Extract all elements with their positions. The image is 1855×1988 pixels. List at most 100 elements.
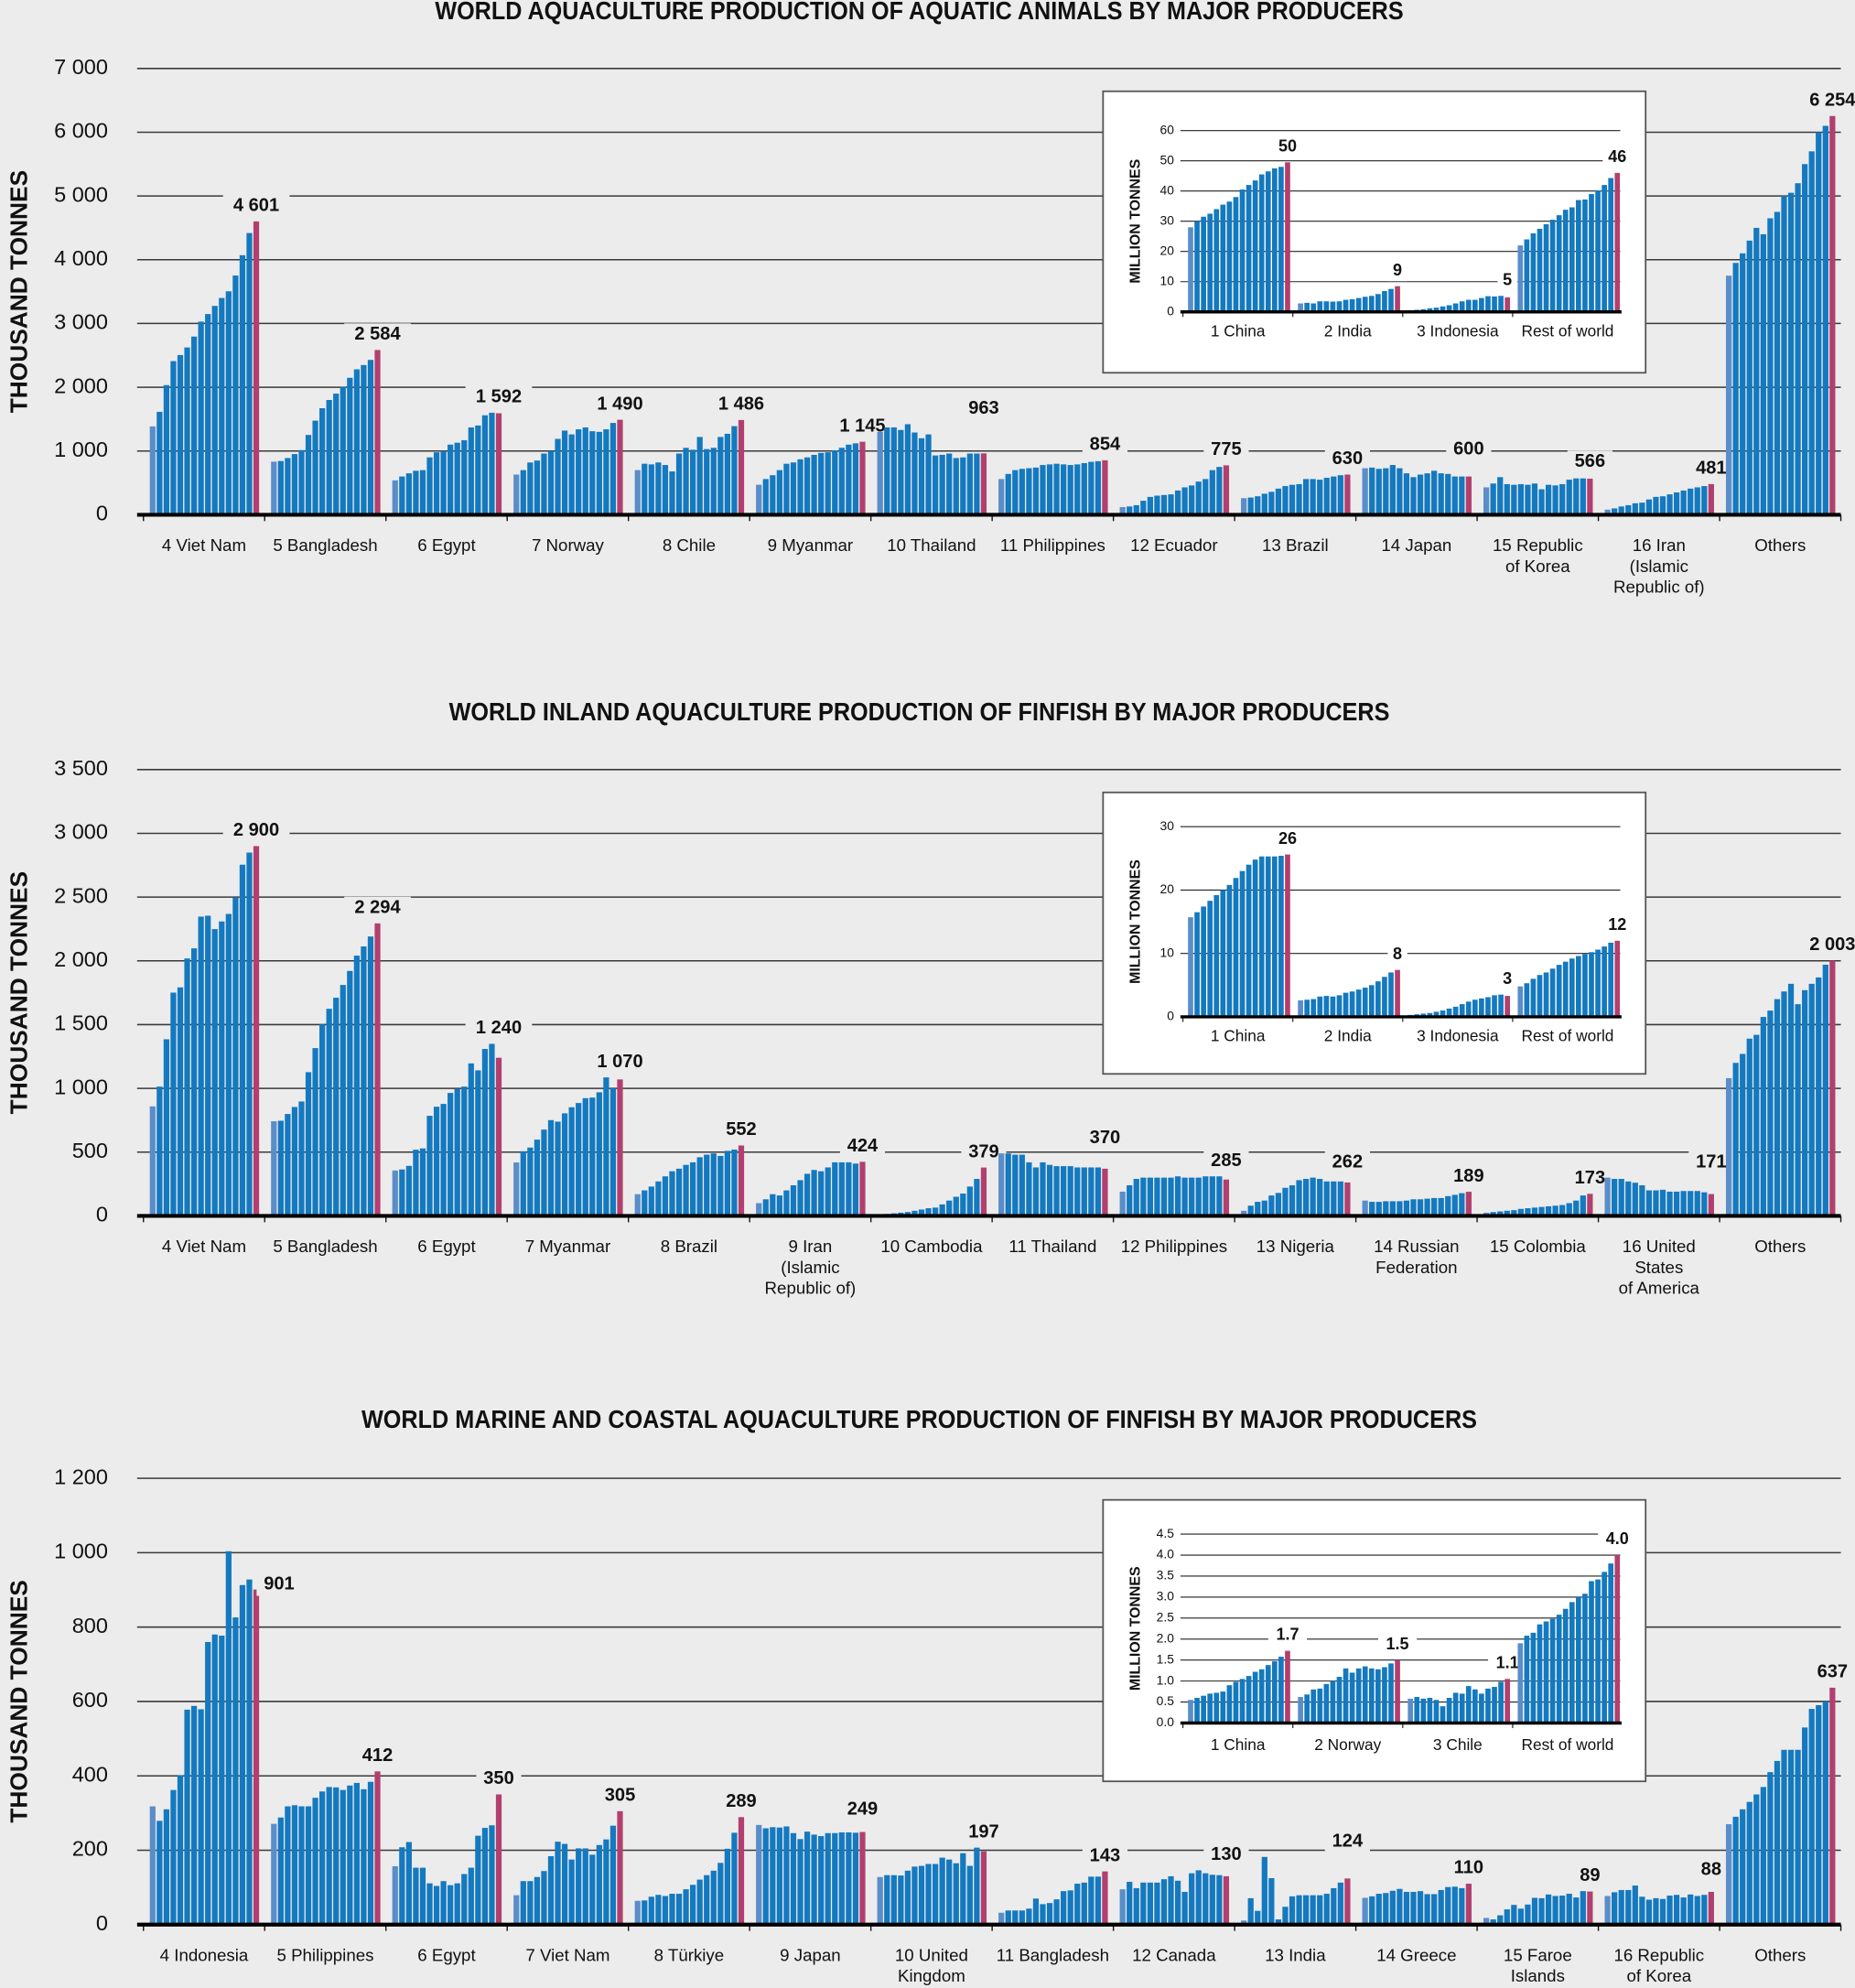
bar	[1397, 468, 1403, 515]
bar	[1767, 218, 1774, 515]
y-tick-label: 1 000	[54, 438, 108, 461]
bar	[1688, 1894, 1694, 1925]
bar	[1397, 1201, 1403, 1216]
bar	[852, 1832, 859, 1925]
bar	[960, 1194, 966, 1216]
bar	[1645, 1190, 1653, 1216]
bar	[1026, 1161, 1032, 1216]
inset-category-label: 2 Norway	[1314, 1735, 1381, 1754]
bar	[1659, 1898, 1666, 1925]
bar	[1740, 1053, 1746, 1216]
bar	[1725, 1077, 1732, 1216]
bar	[1061, 464, 1067, 515]
bar	[890, 1875, 897, 1925]
bar	[904, 1212, 911, 1216]
category-label: of Korea	[1505, 556, 1570, 576]
inset-y-tick-label: 60	[1160, 122, 1175, 136]
bar	[1653, 496, 1659, 515]
bar	[1268, 1195, 1275, 1216]
bar	[669, 1171, 675, 1216]
value-label-background	[718, 1790, 764, 1814]
bar	[1625, 1181, 1632, 1216]
bar	[541, 1129, 547, 1216]
bar	[1666, 1191, 1673, 1216]
inset-bar	[1310, 1689, 1317, 1723]
bar	[696, 437, 703, 515]
bar	[790, 1832, 797, 1925]
bar	[534, 460, 541, 515]
bar	[1604, 1896, 1611, 1925]
inset-value-label: 5	[1503, 270, 1512, 288]
bar	[1317, 1895, 1323, 1925]
inset-bar	[1595, 1579, 1601, 1723]
bar	[326, 1787, 332, 1925]
bar	[568, 1859, 575, 1925]
bar	[1465, 1884, 1472, 1925]
bar-group: 130 12 Canada	[1112, 1843, 1249, 1964]
inset-bar	[1569, 1602, 1575, 1723]
chart-panel-2: WORLD INLAND AQUACULTURE PRODUCTION OF F…	[5, 697, 1855, 1298]
bar	[419, 1148, 426, 1216]
bar	[974, 453, 980, 515]
inset-bar	[1492, 995, 1497, 1017]
inset-category-label: 3 Indonesia	[1417, 322, 1499, 340]
inset-bar	[1330, 1680, 1336, 1723]
inset-bar	[1343, 992, 1349, 1017]
value-label: 305	[605, 1785, 636, 1805]
bar	[1566, 480, 1572, 515]
bar	[163, 1039, 170, 1216]
bar	[1216, 1875, 1223, 1925]
bar-group: 89 15 Faroe Islands	[1476, 1864, 1608, 1985]
bar	[1302, 479, 1310, 515]
bar	[1740, 253, 1746, 515]
bar	[433, 452, 440, 515]
bar	[884, 1875, 890, 1925]
bar	[762, 1828, 769, 1925]
bar	[1040, 465, 1046, 515]
bar	[190, 948, 198, 1216]
bar	[1032, 467, 1040, 515]
bar	[305, 1806, 312, 1925]
inset-bar	[1569, 207, 1575, 312]
bar	[1168, 1875, 1174, 1925]
inset-bar	[1524, 239, 1530, 312]
bar-group: 963 10 Thailand	[869, 397, 1007, 555]
bar	[156, 411, 163, 515]
inset-bar	[1549, 1618, 1556, 1723]
bar	[925, 1208, 932, 1216]
bar	[576, 1103, 582, 1216]
bar	[1680, 490, 1687, 515]
bar	[1701, 1192, 1708, 1216]
inset-bar	[1504, 996, 1511, 1017]
inset-bar-group: 3 3 Indonesia	[1402, 969, 1517, 1045]
inset-bar	[1258, 174, 1265, 312]
bar	[374, 923, 381, 1216]
value-label-background	[1572, 1864, 1608, 1888]
bar	[468, 1063, 474, 1216]
bar	[609, 1825, 617, 1925]
bar-group: 143 11 Bangladesh	[991, 1844, 1128, 1964]
inset-bar	[1246, 1676, 1252, 1723]
bar	[1659, 1189, 1666, 1216]
bar	[156, 1086, 163, 1216]
inset-bar-group: 26 1 China	[1182, 829, 1302, 1045]
value-label-background	[1446, 1164, 1492, 1188]
bar	[1323, 477, 1330, 515]
inset-value-label: 1.1	[1496, 1653, 1519, 1671]
bar	[1451, 1194, 1458, 1216]
bar	[440, 1104, 447, 1216]
bar	[1241, 1210, 1247, 1216]
bar	[298, 1806, 305, 1925]
inset-bar	[1304, 302, 1310, 312]
inset-bar	[1330, 996, 1336, 1017]
value-label: 481	[1696, 459, 1727, 479]
inset-bar	[1465, 1686, 1472, 1723]
bar	[1451, 476, 1458, 515]
bar	[642, 1900, 648, 1925]
bar	[770, 1827, 776, 1925]
bar	[1808, 1709, 1815, 1925]
bar	[361, 1788, 367, 1925]
bar	[468, 427, 474, 515]
bar	[724, 1151, 730, 1216]
bar	[1102, 459, 1108, 515]
